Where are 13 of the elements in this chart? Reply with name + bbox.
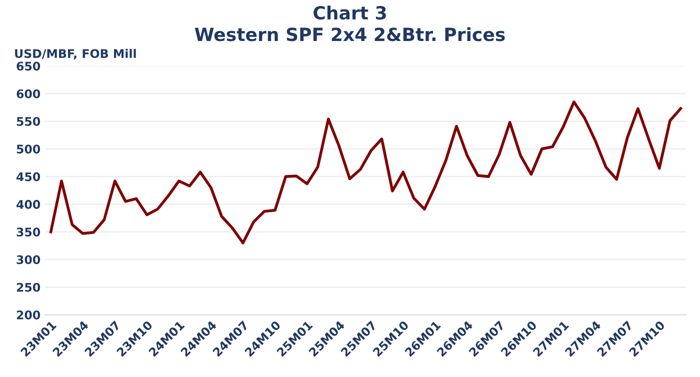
- chart-title: Chart 3 Western SPF 2x4 2&Btr. Prices: [194, 6, 505, 42]
- y-tick-label: 450: [16, 172, 40, 182]
- y-tick-label: 650: [16, 62, 40, 71]
- y-tick-label: 250: [16, 282, 40, 292]
- y-tick-label: 400: [16, 200, 40, 209]
- y-tick-label: 350: [16, 228, 40, 237]
- y-tick-label: 500: [16, 144, 40, 154]
- y-tick-label: 550: [16, 116, 40, 126]
- y-axis-title: USD/MBF, FOB Mill: [15, 48, 136, 60]
- y-tick-label: 600: [16, 89, 40, 98]
- line-series: [49, 100, 682, 244]
- y-tick-label: 300: [16, 255, 40, 264]
- y-tick-label: 200: [16, 310, 40, 320]
